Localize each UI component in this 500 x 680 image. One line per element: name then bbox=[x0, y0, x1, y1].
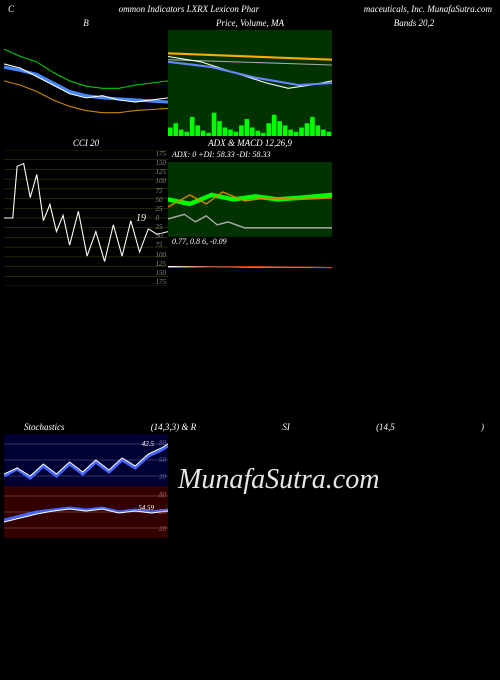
row3-labels: Stochastics (14,3,3) & R SI (14,5 ) bbox=[0, 416, 500, 434]
cci-scale-label: 150 bbox=[156, 159, 167, 167]
stoch-end-label: 42.5 bbox=[142, 440, 154, 448]
panel-adx-chart: ADX: 0 +DI: 58.33 -DI: 58.33 0.77, 0.8 6… bbox=[168, 150, 332, 286]
panel-empty-2 bbox=[332, 136, 496, 286]
panel-bands: Bands 20,2 bbox=[332, 16, 496, 136]
cci-scale-label: 50 bbox=[156, 196, 167, 204]
chart-row-3: 80 50 20 42.5 80 50 20 54.59 MunafaSutra.com bbox=[0, 434, 500, 538]
rsi-scale-label: 50 bbox=[159, 508, 166, 516]
stoch-scale-label: 50 bbox=[159, 456, 166, 464]
cci-scale-label: 175 bbox=[156, 150, 167, 158]
cci-scale-label: 75 bbox=[156, 241, 167, 249]
label-close-paren: ) bbox=[481, 422, 484, 432]
cci-scale-label: 175 bbox=[156, 278, 167, 286]
chart-row-1: B Price, Volume, MA Bands 20,2 bbox=[0, 16, 500, 136]
cci-scale-label: 0 bbox=[156, 214, 167, 222]
panel-cci-chart: 1751501251007550250255075100125150175 19 bbox=[4, 150, 168, 286]
watermark-text: MunafaSutra.com bbox=[178, 464, 379, 496]
label-si: SI bbox=[282, 422, 290, 432]
cci-scale-label: 75 bbox=[156, 187, 167, 195]
panel-rsi: 80 50 20 54.59 bbox=[4, 486, 168, 538]
panel-stochastics: 80 50 20 42.5 bbox=[4, 434, 168, 486]
chart-row-2: CCI 20 175150125100755025025507510012515… bbox=[0, 136, 500, 286]
adx-values-label: ADX: 0 +DI: 58.33 -DI: 58.33 bbox=[168, 150, 332, 162]
label-rsi-params: (14,5 bbox=[376, 422, 395, 432]
header-left: C bbox=[8, 4, 14, 14]
panel-cci-title: CCI 20 bbox=[4, 136, 168, 150]
panel-b-chart bbox=[4, 30, 168, 136]
cci-scale-label: 100 bbox=[156, 177, 167, 185]
rsi-end-label: 54.59 bbox=[138, 504, 154, 512]
stoch-scale-label: 80 bbox=[159, 439, 166, 447]
panel-price-title: Price, Volume, MA bbox=[168, 16, 332, 30]
panel-price: Price, Volume, MA bbox=[168, 16, 332, 136]
page-header: C ommon Indicators LXRX Lexicon Phar mac… bbox=[0, 0, 500, 16]
label-stochastics: Stochastics bbox=[24, 422, 65, 432]
macd-values-label: 0.77, 0.8 6, -0.09 bbox=[168, 237, 332, 249]
panel-bands-chart bbox=[332, 30, 496, 136]
panel-price-chart bbox=[168, 30, 332, 136]
rsi-scale-label: 20 bbox=[159, 525, 166, 533]
watermark-area: MunafaSutra.com bbox=[168, 434, 496, 538]
panel-adx-macd: ADX & MACD 12,26,9 ADX: 0 +DI: 58.33 -DI… bbox=[168, 136, 332, 286]
rsi-scale-label: 80 bbox=[159, 491, 166, 499]
bottom-left-column: 80 50 20 42.5 80 50 20 54.59 bbox=[4, 434, 168, 538]
header-mid: ommon Indicators LXRX Lexicon Phar bbox=[119, 4, 259, 14]
cci-scale-label: 125 bbox=[156, 168, 167, 176]
cci-scale-label: 25 bbox=[156, 223, 167, 231]
cci-scale-label: 25 bbox=[156, 205, 167, 213]
header-right: maceuticals, Inc. MunafaSutra.com bbox=[364, 4, 492, 14]
panel-cci: CCI 20 175150125100755025025507510012515… bbox=[4, 136, 168, 286]
cci-scale-label: 125 bbox=[156, 260, 167, 268]
panel-b-title: B bbox=[4, 16, 168, 30]
cci-scale-label: 150 bbox=[156, 269, 167, 277]
cci-scale-label: 50 bbox=[156, 232, 167, 240]
panel-b: B bbox=[4, 16, 168, 136]
stoch-scale-label: 20 bbox=[159, 473, 166, 481]
panel-adx-title: ADX & MACD 12,26,9 bbox=[168, 136, 332, 150]
spacer bbox=[0, 286, 500, 416]
cci-center-label: 19 bbox=[136, 213, 146, 224]
label-stoch-params: (14,3,3) & R bbox=[151, 422, 197, 432]
cci-scale-label: 100 bbox=[156, 251, 167, 259]
panel-bands-title: Bands 20,2 bbox=[332, 16, 496, 30]
